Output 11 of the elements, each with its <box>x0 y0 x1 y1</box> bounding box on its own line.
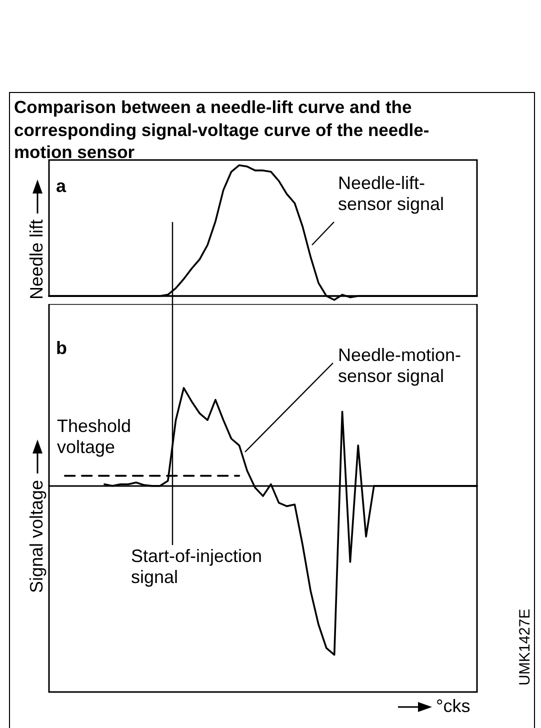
annotation: a <box>56 176 66 197</box>
text: b <box>56 338 67 359</box>
series-label: Needle-motion-sensor signal <box>338 345 462 387</box>
annotation: Start-of-injection signal <box>131 546 264 588</box>
annotation: Theshold voltage <box>57 416 132 458</box>
chart-title: Comparison between a needle-lift curve and the corresponding signal-voltage curve of the needle-motion sensor <box>14 96 430 164</box>
text: UMK1427E <box>516 608 534 686</box>
x-axis-title: °cks <box>436 696 470 717</box>
text: Needle-lift-sensor signal <box>338 173 446 215</box>
y-axis-title: Needle lift <box>26 219 48 300</box>
y-axis-title: Signal voltage <box>26 480 48 594</box>
